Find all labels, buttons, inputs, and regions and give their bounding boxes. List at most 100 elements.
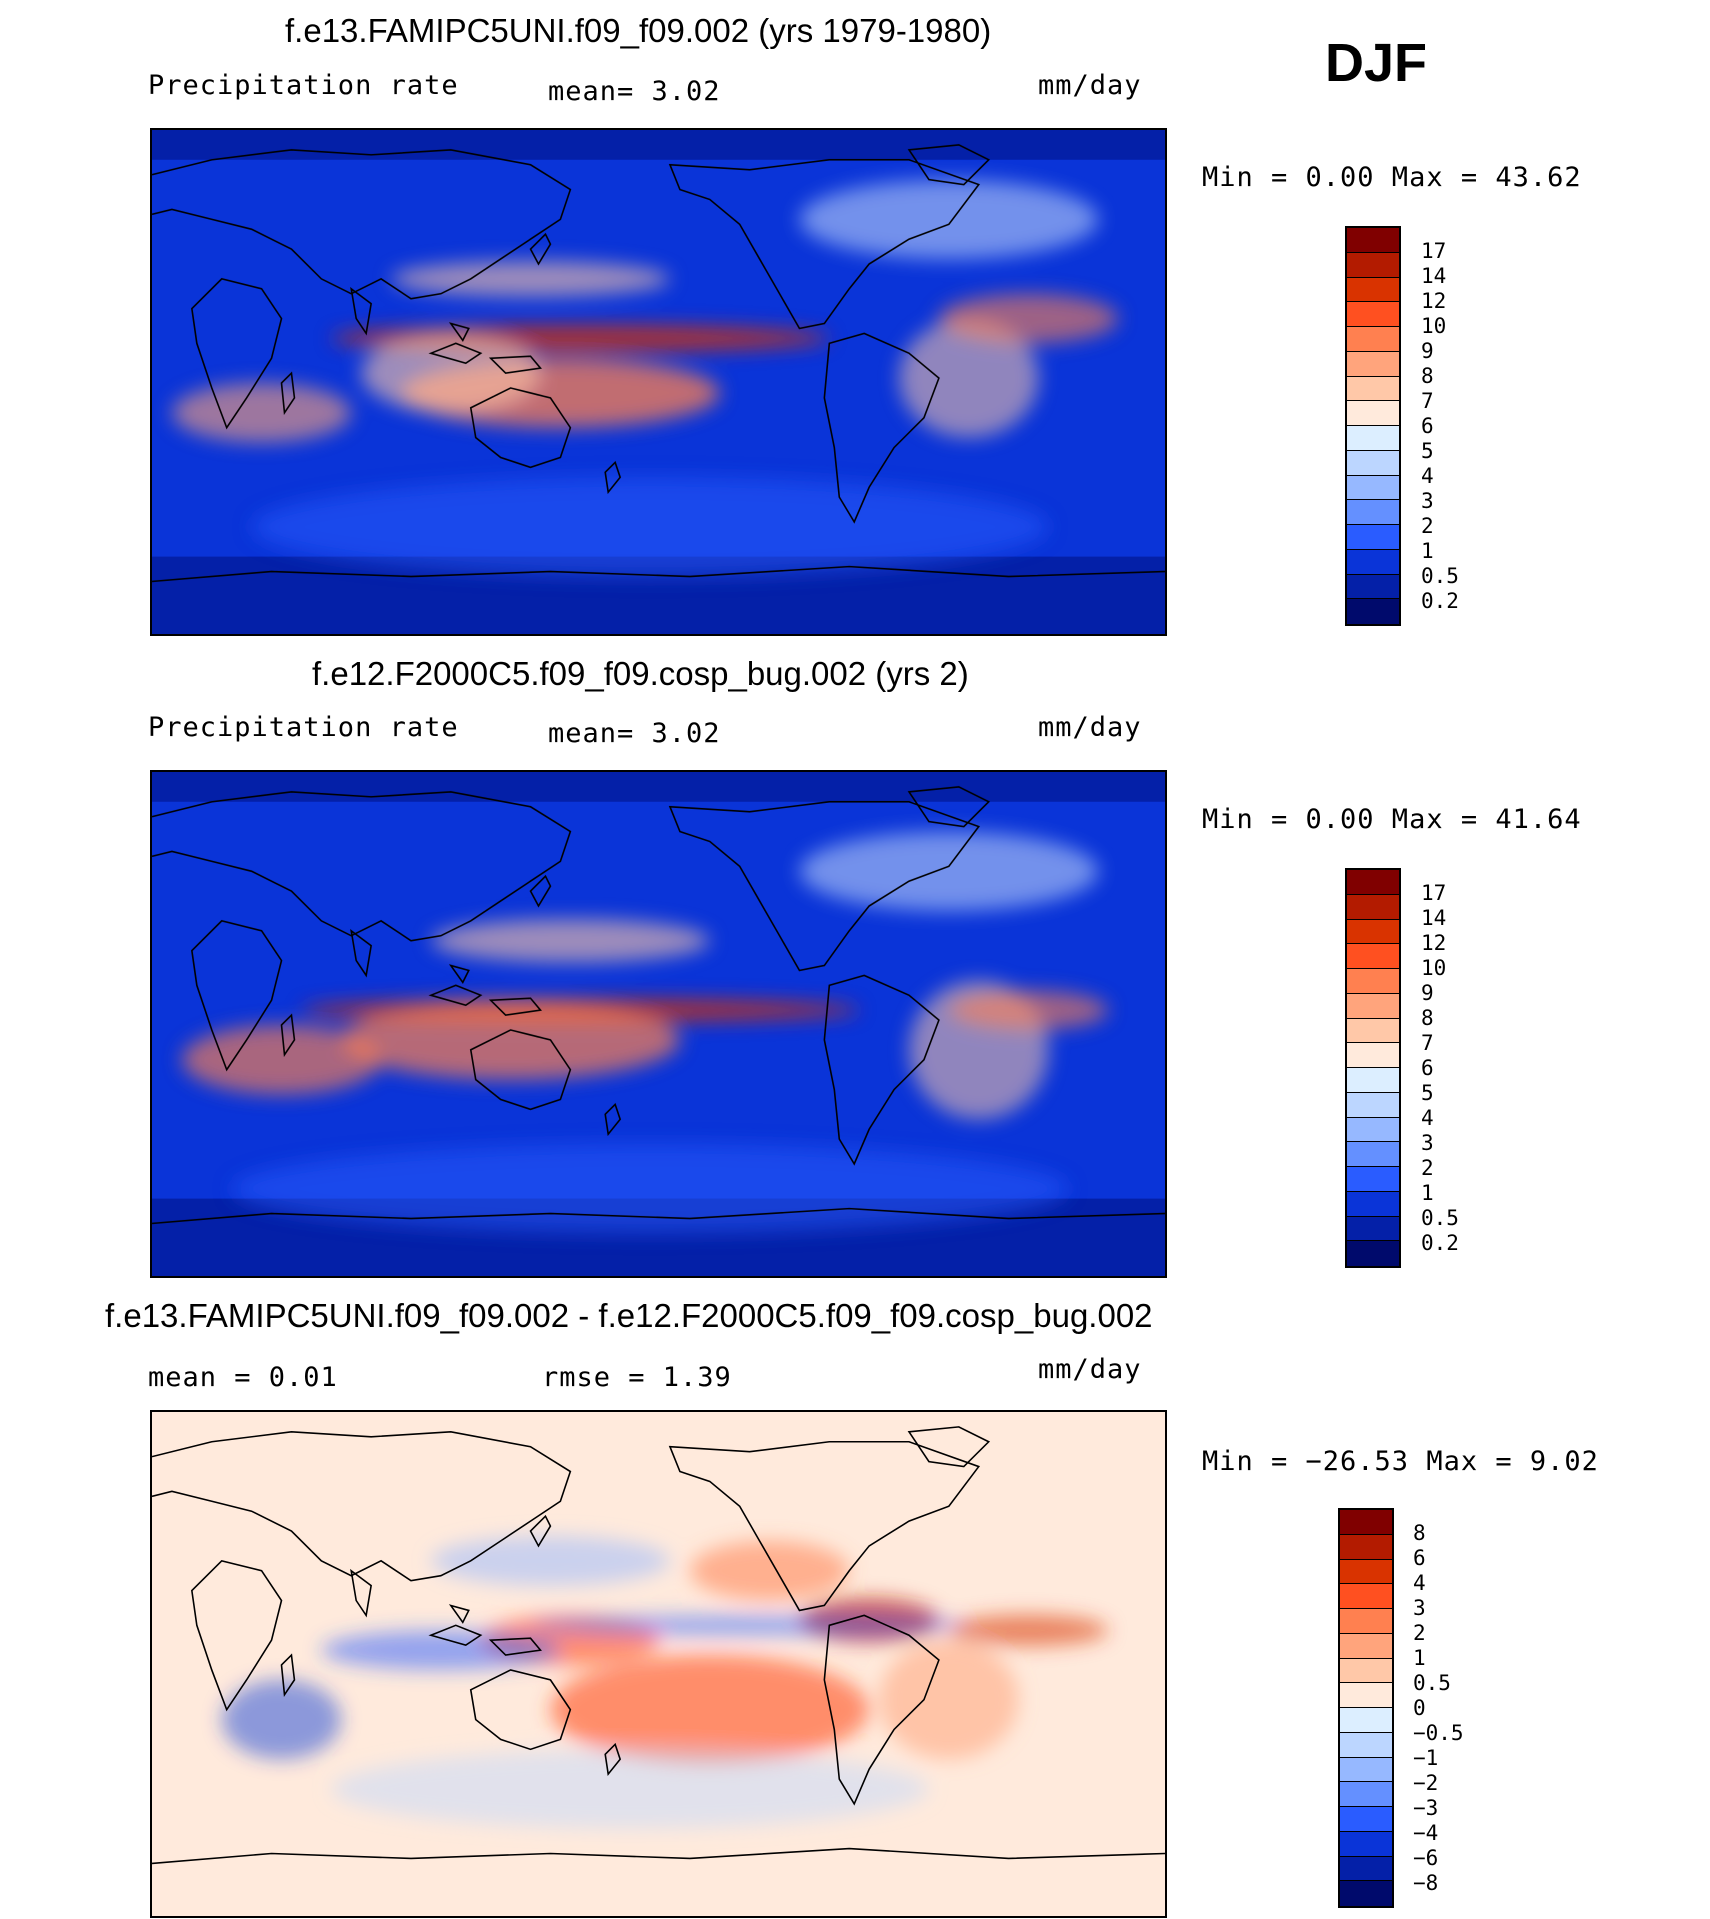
coastline <box>152 791 572 942</box>
coastline <box>668 1440 981 1612</box>
panel-2-title: f.e12.F2000C5.f09_f09.cosp_bug.002 (yrs … <box>312 655 969 692</box>
coastline <box>152 1431 572 1582</box>
colorbar-tick-label: 12 <box>1421 289 1447 313</box>
colorbar-tick-label: 0.2 <box>1421 1231 1459 1255</box>
colorbar-box <box>1347 1216 1399 1242</box>
colorbar-tick-label: 10 <box>1421 314 1447 338</box>
coastline <box>190 1559 283 1712</box>
precip-field-blob <box>879 1640 1019 1760</box>
colorbar-box <box>1340 1881 1392 1906</box>
colorbar-tick-label: −0.5 <box>1413 1721 1464 1745</box>
coastline <box>350 928 373 978</box>
colorbar-box <box>1340 1584 1392 1609</box>
colorbar-tick-label: 8 <box>1421 364 1434 388</box>
coastline <box>529 232 552 266</box>
colorbar-tick-label: 2 <box>1421 1156 1434 1180</box>
colorbar-box <box>1347 525 1399 550</box>
coastline <box>823 1614 940 1806</box>
colorbar-tick-label: 2 <box>1421 514 1434 538</box>
precip-field-blob <box>948 990 1109 1030</box>
panel-3-units-label: mm/day <box>1038 1354 1142 1385</box>
map-polar-band <box>152 130 1165 160</box>
colorbar-box <box>1340 1782 1392 1807</box>
colorbar-box <box>1347 1043 1399 1068</box>
coastline <box>604 1102 622 1137</box>
colorbar-tick-label: −1 <box>1413 1746 1439 1770</box>
precip-field-blob <box>689 1540 850 1601</box>
panel-2-map <box>150 770 1167 1278</box>
colorbar-box <box>1340 1807 1392 1832</box>
panel-3-mean-label: mean = 0.01 <box>148 1362 338 1393</box>
colorbar-tick-label: 5 <box>1421 1081 1434 1105</box>
coastline <box>529 874 552 908</box>
colorbar-tick-label: 1 <box>1413 1646 1426 1670</box>
colorbar-box <box>1347 944 1399 969</box>
colorbar-box <box>1347 302 1399 327</box>
colorbar-box <box>1347 401 1399 426</box>
colorbar-tick-label: 8 <box>1413 1521 1426 1545</box>
colorbar-tick-label: 4 <box>1421 464 1434 488</box>
coastline <box>469 1029 572 1111</box>
map-field <box>152 130 1165 634</box>
coastline <box>190 919 283 1072</box>
colorbar-tick-label: 17 <box>1421 239 1447 263</box>
season-label: DJF <box>1325 33 1428 93</box>
precip-field-blob <box>171 382 352 443</box>
coastline <box>152 1847 1165 1865</box>
precip-field-blob <box>799 831 1099 911</box>
coastline <box>823 332 940 524</box>
coastline <box>152 149 572 300</box>
colorbar-tick-label: 5 <box>1421 439 1434 463</box>
colorbar-tick-label: 6 <box>1413 1546 1426 1570</box>
colorbar-tick-label: 8 <box>1421 1006 1434 1030</box>
colorbar-box <box>1347 351 1399 377</box>
colorbar-tick-label: −4 <box>1413 1821 1439 1845</box>
colorbar-tick-label: 1 <box>1421 1181 1434 1205</box>
colorbar-tick-label: 0.5 <box>1421 564 1459 588</box>
colorbar-tick-label: 2 <box>1413 1621 1426 1645</box>
colorbar-box <box>1347 993 1399 1019</box>
colorbar-box <box>1347 450 1399 476</box>
colorbar-tick-label: 3 <box>1413 1596 1426 1620</box>
colorbar-tick-label: 4 <box>1421 1106 1434 1130</box>
precip-field-blob <box>430 918 710 963</box>
colorbar-tick-label: 12 <box>1421 931 1447 955</box>
coastline <box>190 277 283 430</box>
map-field <box>152 772 1165 1276</box>
panel-2-units-label: mm/day <box>1038 712 1142 743</box>
colorbar-tick-label: 14 <box>1421 906 1447 930</box>
precip-field-blob <box>341 1000 680 1080</box>
panel-1-units-label: mm/day <box>1038 70 1142 101</box>
colorbar-tick-label: 10 <box>1421 956 1447 980</box>
colorbar-box <box>1347 1018 1399 1044</box>
colorbar-box <box>1340 1609 1392 1634</box>
precip-field-blob <box>938 293 1119 344</box>
precip-field-blob <box>799 179 1099 259</box>
colorbar-tick-label: 6 <box>1421 1056 1434 1080</box>
panel-2-minmax: Min = 0.00 Max = 41.64 <box>1202 804 1582 835</box>
colorbar-box <box>1340 1510 1392 1535</box>
coastline <box>907 144 991 186</box>
panel-1-variable-label: Precipitation rate <box>148 70 459 101</box>
colorbar-box <box>1340 1831 1392 1857</box>
colorbar-tick-label: −2 <box>1413 1771 1439 1795</box>
colorbar-box <box>1347 599 1399 624</box>
panel-3-rmse-label: rmse = 1.39 <box>542 1362 732 1393</box>
panel-2-colorbar <box>1345 868 1401 1268</box>
precip-field-blob <box>251 477 1049 577</box>
panel-3-minmax: Min = −26.53 Max = 9.02 <box>1202 1446 1599 1477</box>
precip-field-blob <box>361 333 541 413</box>
colorbar-box <box>1347 574 1399 600</box>
colorbar-box <box>1340 1534 1392 1560</box>
coastline <box>668 158 981 330</box>
colorbar-tick-label: 3 <box>1421 1131 1434 1155</box>
colorbar-tick-label: 4 <box>1413 1571 1426 1595</box>
panel-1-mean-label: mean= 3.02 <box>548 76 721 107</box>
colorbar-box <box>1340 1732 1392 1758</box>
coastline <box>529 1514 552 1548</box>
colorbar-tick-label: −6 <box>1413 1846 1439 1870</box>
colorbar-box <box>1347 475 1399 501</box>
coastline <box>907 786 991 828</box>
colorbar-box <box>1347 252 1399 278</box>
colorbar-box <box>1347 549 1399 575</box>
